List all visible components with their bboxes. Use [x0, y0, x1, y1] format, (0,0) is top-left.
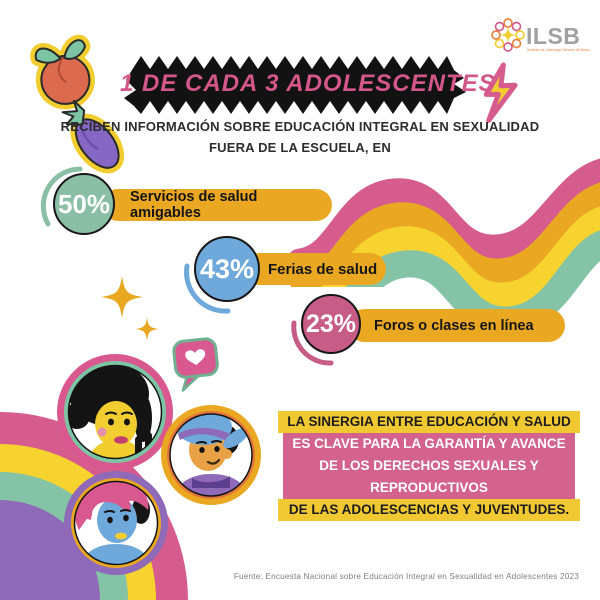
stat-label-pill: Foros o clases en línea — [348, 309, 565, 342]
stat-label: Ferias de salud — [268, 260, 378, 278]
subtitle-line-2: FUERA DE LA ESCUELA, EN — [208, 140, 392, 155]
banner-burst-shape — [124, 56, 466, 114]
avatar-person-pink-hair — [64, 471, 168, 575]
title-banner: 1 DE CADA 3 ADOLESCENTES — [120, 50, 496, 122]
message-line: REPRODUCTIVOS — [370, 480, 488, 495]
sparkles-icon — [101, 276, 159, 341]
avatar-person-afro — [57, 354, 173, 470]
subtitle-line-1: RECIBEN INFORMACIÓN SOBRE EDUCACIÓN INTE… — [60, 119, 540, 134]
stat-value-circle: 50% — [53, 173, 115, 235]
lightning-icon — [483, 62, 518, 123]
message-line: DE LAS ADOLESCENCIAS Y JUVENTUDES. — [278, 499, 580, 521]
stat-label-pill: Servicios de salud amigables — [102, 189, 332, 221]
stat-label-pill: Ferias de salud — [244, 253, 386, 285]
stat-label: Foros o clases en línea — [374, 317, 534, 334]
avatar-person-cap — [161, 405, 261, 505]
page-title: 1 DE CADA 3 ADOLESCENTES — [120, 70, 496, 97]
message-line: ES CLAVE PARA LA GARANTÍA Y AVANCE — [292, 436, 566, 451]
stat-value: 43% — [199, 253, 255, 284]
ilsb-logo: ILSB Instituto de Liderazgo Simone de Be… — [491, 18, 590, 52]
peach-icon — [30, 34, 95, 110]
ilsb-logo-tagline: Instituto de Liderazgo Simone de Beauvoi… — [527, 48, 590, 52]
stat-label: Servicios de salud amigables — [130, 189, 258, 221]
stat-value-circle: 43% — [194, 236, 260, 302]
stat-value: 50% — [57, 188, 111, 219]
eggplant-icon — [61, 99, 125, 174]
stat-accent-arcs — [40, 166, 334, 366]
heart-bubble-icon — [172, 337, 219, 392]
stat-value-circle: 23% — [301, 294, 361, 354]
ilsb-logo-text: ILSB — [526, 23, 580, 49]
ilsb-flower-icon — [491, 18, 525, 52]
message-line: LA SINERGIA ENTRE EDUCACIÓN Y SALUD — [278, 411, 580, 433]
subtitle: RECIBEN INFORMACIÓN SOBRE EDUCACIÓN INTE… — [0, 116, 600, 158]
stat-value: 23% — [305, 309, 357, 338]
message-pink-block: ES CLAVE PARA LA GARANTÍA Y AVANCE DE LO… — [283, 433, 575, 499]
message-line: DE LOS DERECHOS SEXUALES Y — [319, 458, 539, 473]
key-message: LA SINERGIA ENTRE EDUCACIÓN Y SALUD ES C… — [278, 411, 580, 521]
source-footnote: Fuente: Encuesta Nacional sobre Educació… — [233, 572, 579, 581]
